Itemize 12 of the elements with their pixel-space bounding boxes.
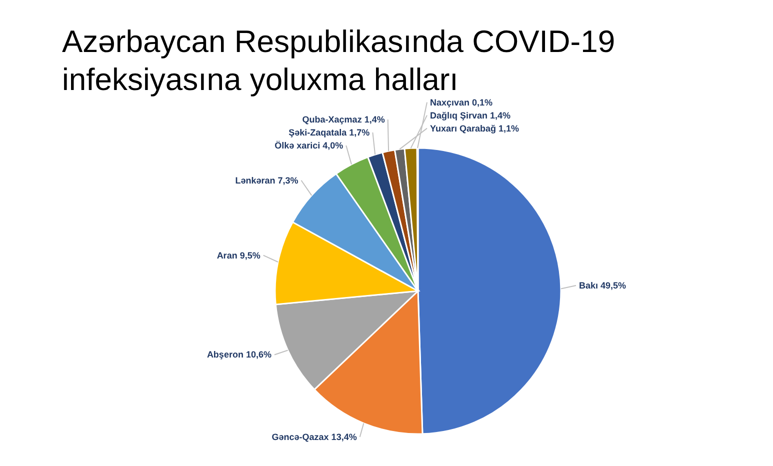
slice-label: Ölkə xarici 4,0% [274,140,344,150]
slice-label: Abşeron 10,6% [206,350,272,360]
slice-label: Lənkəran 7,3% [235,175,298,186]
slice-label: Bakı 49,5% [578,280,626,290]
slice-label: Aran 9,5% [216,250,260,260]
slice-label: Gəncə-Qazax 13,4% [272,432,357,442]
slice-label: Quba-Xaçmaz 1,4% [302,114,385,124]
chart-title: Azərbaycan Respublikasında COVID-19 infeksiyasına yoluxma halları [62,24,616,97]
slice-label: Yuxarı Qarabağ 1,1% [430,123,520,134]
slice-label: Dağlıq Şirvan 1,4% [430,110,511,120]
slice-label: Naxçıvan 0,1% [430,97,493,108]
slice-label: Şəki-Zaqatala 1,7% [288,127,370,138]
